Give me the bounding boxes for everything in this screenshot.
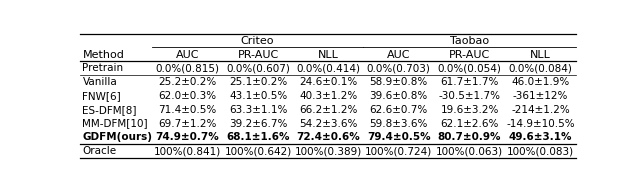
Text: 0.0%(0.414): 0.0%(0.414) xyxy=(296,63,360,73)
Text: 62.0±0.3%: 62.0±0.3% xyxy=(158,91,216,101)
Text: Method: Method xyxy=(83,50,124,60)
Text: MM-DFM[10]: MM-DFM[10] xyxy=(83,119,148,128)
Text: 100%(0.083): 100%(0.083) xyxy=(507,146,574,156)
Text: 80.7±0.9%: 80.7±0.9% xyxy=(438,132,501,142)
Text: 62.6±0.7%: 62.6±0.7% xyxy=(369,105,428,115)
Text: 0.0%(0.815): 0.0%(0.815) xyxy=(156,63,220,73)
Text: 46.0±1.9%: 46.0±1.9% xyxy=(511,77,570,87)
Text: 40.3±1.2%: 40.3±1.2% xyxy=(300,91,358,101)
Text: 68.1±1.6%: 68.1±1.6% xyxy=(227,132,290,142)
Text: 71.4±0.5%: 71.4±0.5% xyxy=(158,105,216,115)
Text: 49.6±3.1%: 49.6±3.1% xyxy=(509,132,572,142)
Text: -361±12%: -361±12% xyxy=(513,91,568,101)
Text: 100%(0.642): 100%(0.642) xyxy=(225,146,292,156)
Text: PR-AUC: PR-AUC xyxy=(449,50,490,60)
Text: NLL: NLL xyxy=(318,50,339,60)
Text: 43.1±0.5%: 43.1±0.5% xyxy=(229,91,287,101)
Text: 24.6±0.1%: 24.6±0.1% xyxy=(300,77,358,87)
Text: 25.1±0.2%: 25.1±0.2% xyxy=(229,77,287,87)
Text: Vanilla: Vanilla xyxy=(83,77,117,87)
Text: 19.6±3.2%: 19.6±3.2% xyxy=(440,105,499,115)
Text: 25.2±0.2%: 25.2±0.2% xyxy=(158,77,216,87)
Text: 58.9±0.8%: 58.9±0.8% xyxy=(369,77,428,87)
Text: NLL: NLL xyxy=(530,50,551,60)
Text: 66.2±1.2%: 66.2±1.2% xyxy=(300,105,358,115)
Text: 0.0%(0.054): 0.0%(0.054) xyxy=(438,63,502,73)
Text: AUC: AUC xyxy=(387,50,410,60)
Text: ES-DFM[8]: ES-DFM[8] xyxy=(83,105,137,115)
Text: Criteo: Criteo xyxy=(241,36,275,46)
Text: 72.4±0.6%: 72.4±0.6% xyxy=(296,132,360,142)
Text: FNW[6]: FNW[6] xyxy=(83,91,121,101)
Text: 69.7±1.2%: 69.7±1.2% xyxy=(158,119,216,128)
Text: PR-AUC: PR-AUC xyxy=(237,50,279,60)
Text: Pretrain: Pretrain xyxy=(83,63,124,73)
Text: 79.4±0.5%: 79.4±0.5% xyxy=(367,132,431,142)
Text: Oracle: Oracle xyxy=(83,146,116,156)
Text: 39.6±0.8%: 39.6±0.8% xyxy=(369,91,428,101)
Text: 63.3±1.1%: 63.3±1.1% xyxy=(229,105,287,115)
Text: 100%(0.724): 100%(0.724) xyxy=(365,146,432,156)
Text: 0.0%(0.607): 0.0%(0.607) xyxy=(227,63,291,73)
Text: Taobao: Taobao xyxy=(450,36,489,46)
Text: 62.1±2.6%: 62.1±2.6% xyxy=(440,119,499,128)
Text: 74.9±0.7%: 74.9±0.7% xyxy=(156,132,220,142)
Text: 61.7±1.7%: 61.7±1.7% xyxy=(440,77,499,87)
Text: 39.2±6.7%: 39.2±6.7% xyxy=(229,119,287,128)
Text: 54.2±3.6%: 54.2±3.6% xyxy=(300,119,358,128)
Text: GDFM(ours): GDFM(ours) xyxy=(83,132,152,142)
Text: 59.8±3.6%: 59.8±3.6% xyxy=(369,119,428,128)
Text: 0.0%(0.084): 0.0%(0.084) xyxy=(509,63,572,73)
Text: 100%(0.063): 100%(0.063) xyxy=(436,146,503,156)
Text: 100%(0.841): 100%(0.841) xyxy=(154,146,221,156)
Text: -14.9±10.5%: -14.9±10.5% xyxy=(506,119,575,128)
Text: -30.5±1.7%: -30.5±1.7% xyxy=(438,91,500,101)
Text: -214±1.2%: -214±1.2% xyxy=(511,105,570,115)
Text: 0.0%(0.703): 0.0%(0.703) xyxy=(367,63,431,73)
Text: AUC: AUC xyxy=(175,50,199,60)
Text: 100%(0.389): 100%(0.389) xyxy=(295,146,362,156)
